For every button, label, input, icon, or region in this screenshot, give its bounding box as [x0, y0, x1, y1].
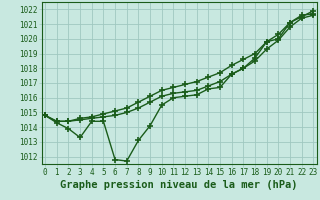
X-axis label: Graphe pression niveau de la mer (hPa): Graphe pression niveau de la mer (hPa): [60, 180, 298, 190]
